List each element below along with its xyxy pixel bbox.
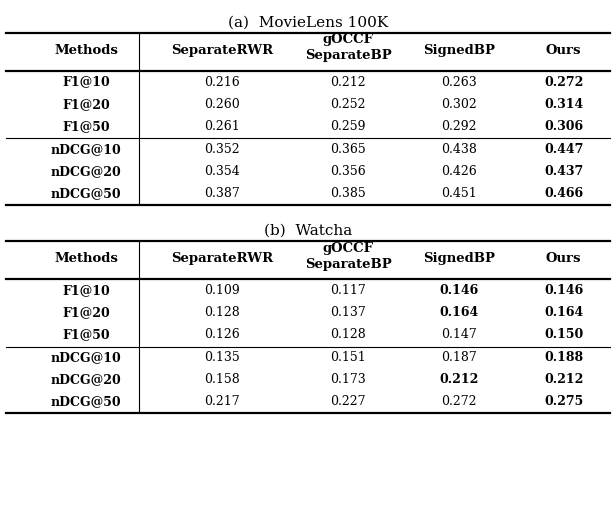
Text: 0.150: 0.150 [544,328,583,341]
Text: Ours: Ours [546,252,582,265]
Text: 0.128: 0.128 [330,328,366,341]
Text: Ours: Ours [546,44,582,57]
Text: F1@50: F1@50 [62,328,110,341]
Text: 0.227: 0.227 [330,396,366,408]
Text: 0.212: 0.212 [544,373,583,386]
Text: 0.109: 0.109 [204,284,240,297]
Text: 0.259: 0.259 [330,120,366,133]
Text: 0.212: 0.212 [439,373,479,386]
Text: gOCCF
SeparateBP: gOCCF SeparateBP [305,241,391,271]
Text: 0.447: 0.447 [544,143,583,156]
Text: 0.272: 0.272 [544,76,583,88]
Text: 0.292: 0.292 [441,120,477,133]
Text: 0.187: 0.187 [441,351,477,364]
Text: F1@10: F1@10 [62,284,110,297]
Text: 0.356: 0.356 [330,165,366,178]
Text: 0.164: 0.164 [439,306,479,319]
Text: (b)  Watcha: (b) Watcha [264,224,352,238]
Text: Methods: Methods [54,252,118,265]
Text: 0.252: 0.252 [330,98,366,110]
Text: 0.158: 0.158 [204,373,240,386]
Text: nDCG@10: nDCG@10 [51,351,121,364]
Text: F1@10: F1@10 [62,76,110,88]
Text: 0.173: 0.173 [330,373,366,386]
Text: 0.260: 0.260 [204,98,240,110]
Text: 0.261: 0.261 [204,120,240,133]
Text: 0.263: 0.263 [441,76,477,88]
Text: SeparateRWR: SeparateRWR [171,252,273,265]
Text: nDCG@20: nDCG@20 [51,373,121,386]
Text: 0.275: 0.275 [544,396,583,408]
Text: 0.217: 0.217 [204,396,240,408]
Text: gOCCF
SeparateBP: gOCCF SeparateBP [305,33,391,63]
Text: nDCG@50: nDCG@50 [51,396,121,408]
Text: 0.126: 0.126 [204,328,240,341]
Text: 0.164: 0.164 [544,306,583,319]
Text: nDCG@10: nDCG@10 [51,143,121,156]
Text: F1@20: F1@20 [62,306,110,319]
Text: 0.272: 0.272 [441,396,477,408]
Text: 0.387: 0.387 [204,187,240,200]
Text: 0.426: 0.426 [441,165,477,178]
Text: Methods: Methods [54,44,118,57]
Text: 0.365: 0.365 [330,143,366,156]
Text: 0.306: 0.306 [544,120,583,133]
Text: 0.188: 0.188 [544,351,583,364]
Text: 0.117: 0.117 [330,284,366,297]
Text: 0.314: 0.314 [544,98,583,110]
Text: 0.437: 0.437 [544,165,583,178]
Text: 0.146: 0.146 [439,284,479,297]
Text: 0.352: 0.352 [204,143,240,156]
Text: 0.302: 0.302 [441,98,477,110]
Text: SignedBP: SignedBP [423,44,495,57]
Text: SignedBP: SignedBP [423,252,495,265]
Text: nDCG@20: nDCG@20 [51,165,121,178]
Text: 0.135: 0.135 [204,351,240,364]
Text: F1@50: F1@50 [62,120,110,133]
Text: 0.451: 0.451 [441,187,477,200]
Text: 0.438: 0.438 [441,143,477,156]
Text: 0.216: 0.216 [204,76,240,88]
Text: 0.385: 0.385 [330,187,366,200]
Text: 0.137: 0.137 [330,306,366,319]
Text: 0.147: 0.147 [441,328,477,341]
Text: nDCG@50: nDCG@50 [51,187,121,200]
Text: 0.212: 0.212 [330,76,366,88]
Text: 0.128: 0.128 [204,306,240,319]
Text: 0.151: 0.151 [330,351,366,364]
Text: 0.354: 0.354 [204,165,240,178]
Text: (a)  MovieLens 100K: (a) MovieLens 100K [228,16,388,30]
Text: F1@20: F1@20 [62,98,110,110]
Text: 0.146: 0.146 [544,284,583,297]
Text: SeparateRWR: SeparateRWR [171,44,273,57]
Text: 0.466: 0.466 [544,187,583,200]
